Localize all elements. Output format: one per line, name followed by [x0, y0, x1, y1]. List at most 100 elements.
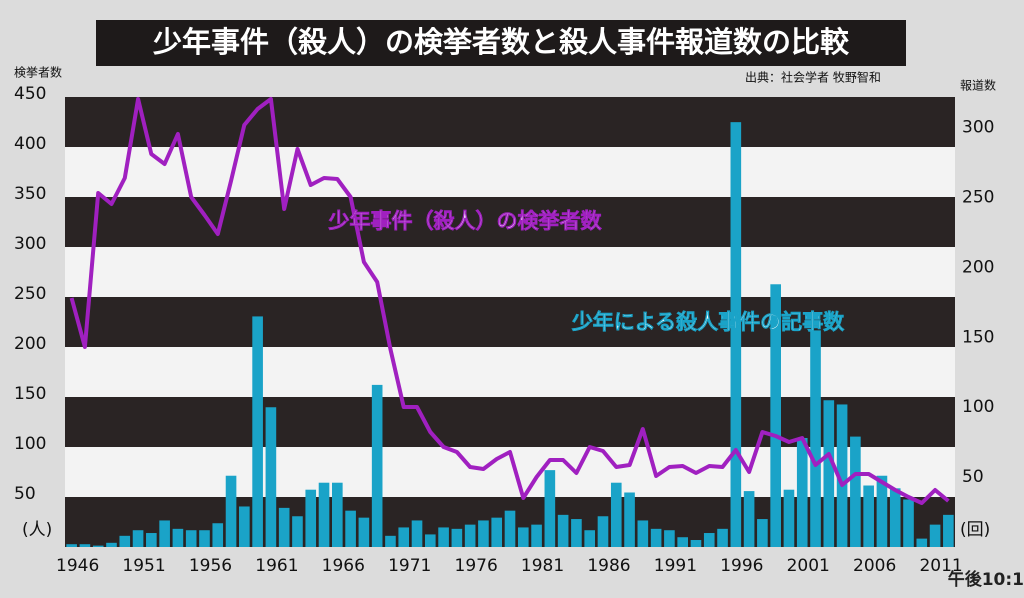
bar: [411, 520, 423, 547]
bar: [770, 284, 781, 547]
bar: [783, 489, 795, 547]
title-box: [96, 20, 906, 66]
bar: [119, 535, 131, 547]
bar: [757, 519, 768, 547]
bar: [172, 528, 184, 547]
grid-band: [65, 97, 955, 147]
bar: [544, 470, 556, 547]
y2-axis-label: 報道数: [960, 78, 996, 93]
y2-tick-label: 150: [962, 327, 994, 347]
bar: [637, 520, 649, 547]
series-label: 少年による殺人事件の記事数: [571, 310, 845, 334]
bar: [943, 514, 954, 547]
bar: [610, 482, 622, 547]
x-tick-label: 1961: [255, 556, 298, 576]
bar: [318, 482, 330, 547]
y-axis-label: 検挙者数: [14, 65, 62, 80]
y-tick-label: 50: [14, 484, 36, 504]
bar: [358, 517, 370, 547]
y-tick-label: 250: [14, 284, 46, 304]
y-unit: (人): [22, 520, 52, 540]
x-tick-label: 1991: [654, 556, 697, 576]
bar: [743, 491, 755, 547]
timestamp: 午後10:1: [948, 569, 1024, 590]
y-tick-label: 150: [14, 384, 46, 404]
bar: [464, 524, 476, 547]
bar: [66, 544, 77, 547]
series-label: 少年事件（殺人）の検挙者数: [328, 209, 603, 233]
bar: [504, 510, 516, 547]
bar: [424, 534, 436, 547]
bar: [278, 507, 290, 547]
y2-tick-label: 200: [962, 257, 994, 277]
y-tick-label: 450: [14, 84, 46, 104]
bar: [557, 514, 569, 547]
bar: [517, 527, 529, 547]
chart-title: 少年事件（殺人）の検挙者数と殺人事件報道数の比較: [153, 25, 850, 59]
bar: [677, 537, 688, 547]
bar: [730, 122, 742, 548]
grid-band: [65, 397, 955, 447]
y2-unit: (回): [960, 520, 990, 540]
y-tick-label: 300: [14, 234, 46, 254]
y-tick-label: 200: [14, 334, 46, 354]
y-tick-label: 350: [14, 184, 46, 204]
bar: [531, 524, 542, 547]
y2-tick-label: 250: [962, 188, 994, 208]
grid-band: [65, 197, 955, 247]
source: 出典：社会学者 牧野智和: [745, 70, 881, 85]
bar: [664, 530, 675, 547]
x-tick-label: 1981: [521, 556, 564, 576]
bar: [159, 520, 170, 547]
bar: [823, 400, 835, 547]
bar: [252, 316, 263, 547]
bar: [889, 488, 901, 547]
bar: [225, 475, 237, 547]
line: [69, 97, 950, 505]
x-tick-label: 1976: [455, 556, 498, 576]
bar: [863, 485, 874, 547]
bar: [850, 436, 861, 547]
y-tick-label: 400: [14, 134, 46, 154]
bar: [398, 527, 410, 547]
bar: [292, 516, 303, 547]
bar: [199, 530, 210, 547]
bar: [624, 492, 635, 547]
x-tick-label: 2001: [787, 556, 830, 576]
bar: [132, 530, 144, 547]
bar: [650, 528, 662, 547]
bar: [438, 527, 449, 547]
bar: [212, 523, 224, 547]
bar: [345, 510, 356, 547]
bar: [332, 482, 343, 547]
bar: [385, 535, 396, 547]
bar: [876, 475, 888, 547]
bar: [92, 545, 104, 547]
x-tick-label: 1986: [587, 556, 630, 576]
bar: [836, 404, 848, 547]
bar: [597, 516, 609, 547]
bar: [703, 533, 715, 547]
bar: [491, 517, 503, 547]
bar: [929, 524, 941, 547]
x-tick-label: 1996: [720, 556, 763, 576]
bar: [796, 437, 808, 547]
y2-tick-label: 100: [962, 397, 994, 417]
bar: [717, 528, 728, 547]
bar: [146, 533, 157, 547]
y-tick-label: 100: [14, 434, 46, 454]
bar: [239, 506, 250, 547]
x-tick-label: 1951: [122, 556, 165, 576]
bar: [305, 489, 317, 547]
bar: [584, 530, 596, 547]
x-tick-label: 2011: [919, 556, 962, 576]
y2-tick-label: 50: [962, 467, 984, 487]
bar: [371, 384, 383, 547]
x-tick-label: 1971: [388, 556, 431, 576]
bar: [451, 528, 463, 547]
bar: [571, 519, 582, 547]
bar: [903, 499, 914, 547]
bar: [810, 330, 821, 547]
x-tick-label: 1956: [189, 556, 232, 576]
